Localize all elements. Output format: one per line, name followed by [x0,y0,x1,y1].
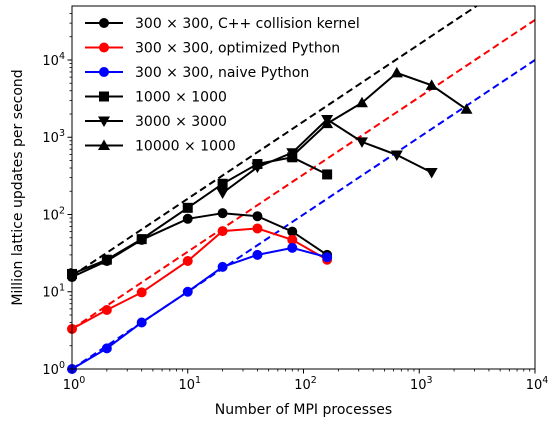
x-tick-label-3: 103 [410,375,433,393]
y-tick-label-2: 102 [42,205,65,223]
data-point-2-3 [182,286,193,297]
data-point-2-1 [101,343,112,354]
data-point-5-1 [321,117,334,129]
data-point-5-2 [355,96,368,108]
series-markers [67,66,473,374]
series-line-4 [222,118,433,194]
data-point-2-5 [252,249,263,260]
legend-marker-1 [99,42,109,53]
data-point-4-0 [216,188,229,199]
data-point-3-1 [101,254,112,265]
y-tick-label-1: 101 [42,283,65,301]
legend-marker-2 [99,67,109,77]
axis-ticks: 100 101 102 103 104 100 101 102 103 104 [42,13,548,393]
data-point-4-1 [251,162,264,174]
data-point-3-2 [136,234,147,245]
reference-line-1 [72,19,535,330]
x-tick-label-4: 104 [526,375,548,393]
series-line-0 [72,212,328,278]
data-point-1-3 [182,256,193,267]
legend-label-3: 1000 × 1000 [135,90,227,106]
data-point-4-6 [425,167,438,179]
series-line-5 [291,71,468,157]
series-lines [72,71,468,369]
reference-line-0 [72,6,479,277]
data-point-3-4 [217,178,228,189]
legend-label-4: 3000 × 3000 [135,114,227,130]
data-point-0-4 [217,208,228,219]
legend-label-0: 300 × 300, C++ collision kernel [135,16,360,32]
data-point-5-4 [425,79,438,90]
legend-label-5: 10000 × 1000 [135,139,236,155]
data-point-2-7 [322,252,333,263]
x-tick-label-1: 101 [178,375,201,393]
y-tick-label-3: 103 [42,128,65,146]
y-tick-label-0: 100 [42,360,65,378]
data-point-1-5 [252,223,263,234]
data-point-4-5 [390,150,403,161]
data-point-0-5 [252,211,263,222]
series-line-2 [72,246,328,369]
data-point-0-3 [182,213,193,224]
series-line-3 [72,156,328,275]
legend-label-1: 300 × 300, optimized Python [135,41,340,57]
data-point-1-2 [136,287,147,298]
series-line-1 [72,227,328,330]
data-point-2-6 [287,242,298,253]
data-point-2-4 [217,261,228,272]
data-point-5-0 [286,150,299,161]
x-axis-title: Number of MPI processes [215,402,392,418]
y-axis-title: Million lattice updates per second [10,69,26,305]
legend-marker-3 [99,91,109,102]
legend: 300 × 300, C++ collision kernel 300 × 300… [85,16,360,155]
data-point-0-6 [287,226,298,237]
data-point-1-6 [287,234,298,245]
data-point-5-3 [390,66,403,78]
legend-label-2: 300 × 300, naive Python [135,65,309,81]
data-point-1-4 [217,226,228,237]
data-point-4-4 [355,137,368,148]
x-tick-label-0: 100 [63,375,86,393]
plot-frame [71,5,536,370]
data-point-3-7 [322,169,333,180]
legend-marker-5 [98,139,110,150]
data-point-1-1 [101,305,112,316]
data-point-3-3 [182,202,193,213]
y-tick-label-4: 104 [42,51,65,69]
data-point-5-5 [460,103,473,114]
data-point-2-2 [136,317,147,328]
x-tick-label-2: 102 [294,375,317,393]
legend-marker-0 [99,18,109,28]
legend-marker-4 [98,116,110,127]
